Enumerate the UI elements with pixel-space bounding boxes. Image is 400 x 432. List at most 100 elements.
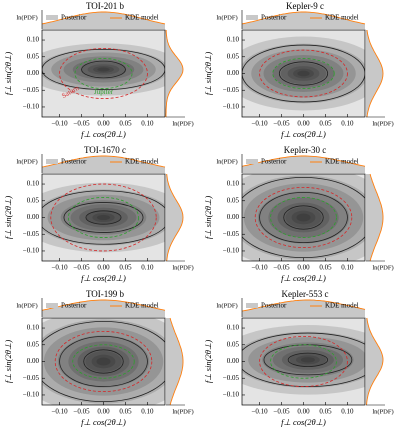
posterior-density xyxy=(243,183,364,252)
right-marginal-label: ln(PDF) xyxy=(172,264,193,271)
posterior-density xyxy=(289,352,327,367)
top-marginal-fill xyxy=(42,300,165,317)
contour xyxy=(259,192,348,243)
right-marginal-fill xyxy=(166,174,183,261)
posterior-density xyxy=(47,194,160,241)
top-marginal-kde xyxy=(41,11,166,25)
panel-title: Kepler-553 c xyxy=(281,289,328,299)
y-tick-label: 0.00 xyxy=(227,213,240,221)
right-marginal-kde xyxy=(369,173,384,262)
posterior-density xyxy=(42,319,165,404)
right-marginal-kde xyxy=(165,30,184,117)
panel: Kepler-30 c −0.10 −0.05 0.00 0.05 0.10 −0.10 −0… xyxy=(203,145,394,283)
top-marginal-label: ln(PDF) xyxy=(16,158,37,165)
top-marginal-label: ln(PDF) xyxy=(216,14,237,21)
legend-posterior-swatch xyxy=(46,159,58,164)
top-marginal-kde xyxy=(241,299,366,312)
y-tick-label: 0.10 xyxy=(27,180,40,188)
x-tick-label: −0.05 xyxy=(73,408,90,416)
right-marginal-kde xyxy=(169,317,184,406)
posterior-density xyxy=(96,214,111,221)
y-tick-label: 0.00 xyxy=(27,357,40,365)
posterior-density xyxy=(277,202,330,233)
legend-label: Posterior xyxy=(61,14,87,22)
right-marginal-kde xyxy=(166,173,184,262)
y-tick-label: −0.10 xyxy=(223,247,240,255)
x-tick-label: 0.00 xyxy=(97,120,110,128)
posterior-density xyxy=(280,62,327,85)
y-tick-label: −0.05 xyxy=(223,230,240,238)
y-tick-label: −0.10 xyxy=(23,103,40,111)
panel-title: TOI-199 b xyxy=(86,289,125,299)
y-tick-label: −0.05 xyxy=(223,374,240,382)
panel-title: TOI-1670 c xyxy=(84,145,126,155)
axes-bg xyxy=(42,174,165,261)
jupiter-ellipse xyxy=(270,344,337,379)
posterior-density xyxy=(60,200,147,235)
posterior-density xyxy=(251,49,356,98)
contour xyxy=(42,49,165,90)
legend-posterior-swatch xyxy=(46,303,58,308)
x-axis-label: f⊥ cos(2θ⊥) xyxy=(81,273,126,283)
right-marginal-fill xyxy=(166,30,183,117)
saturn-ellipse xyxy=(259,336,348,387)
y-tick-label: −0.10 xyxy=(223,391,240,399)
y-tick-label: 0.05 xyxy=(227,340,240,348)
jupiter-ellipse xyxy=(270,197,337,238)
panel-title: TOI-201 b xyxy=(86,1,125,11)
x-axis-label: f⊥ cos(2θ⊥) xyxy=(281,273,326,283)
posterior-density xyxy=(272,59,335,88)
x-tick-label: −0.05 xyxy=(73,264,90,272)
legend-label: Posterior xyxy=(261,302,287,310)
y-tick-label: −0.05 xyxy=(23,230,40,238)
saturn-ellipse xyxy=(59,48,148,99)
legend-label: Posterior xyxy=(61,158,87,166)
legend-posterior-swatch xyxy=(246,303,258,308)
x-tick-label: 0.10 xyxy=(341,120,354,128)
posterior-density xyxy=(242,174,365,261)
x-tick-label: −0.05 xyxy=(73,120,90,128)
saturn-ellipse xyxy=(50,183,157,252)
x-tick-label: −0.05 xyxy=(273,120,290,128)
x-tick-label: −0.10 xyxy=(51,264,68,272)
main-axes xyxy=(42,174,165,261)
x-axis-label: f⊥ cos(2θ⊥) xyxy=(81,129,126,139)
contour xyxy=(63,202,144,233)
y-tick-label: 0.05 xyxy=(27,196,40,204)
posterior-density xyxy=(42,182,165,253)
y-tick-label: 0.10 xyxy=(27,324,40,332)
x-tick-label: 0.00 xyxy=(97,408,110,416)
y-tick-label: 0.00 xyxy=(27,69,40,77)
posterior-density xyxy=(86,210,121,225)
y-tick-label: 0.05 xyxy=(227,52,240,60)
legend-label: KDE model xyxy=(125,302,159,310)
top-marginal-fill xyxy=(242,300,365,317)
contour xyxy=(59,336,148,387)
y-tick-label: −0.10 xyxy=(223,103,240,111)
x-tick-label: 0.00 xyxy=(297,120,310,128)
x-tick-label: −0.10 xyxy=(51,408,68,416)
posterior-density xyxy=(70,204,137,231)
legend-label: KDE model xyxy=(125,158,159,166)
y-tick-label: 0.10 xyxy=(27,36,40,44)
right-marginal-fill xyxy=(166,318,183,405)
posterior-density xyxy=(85,351,122,372)
top-marginal-fill xyxy=(242,12,365,29)
right-marginal-label: ln(PDF) xyxy=(372,408,393,415)
x-tick-label: 0.00 xyxy=(297,408,310,416)
x-tick-label: 0.10 xyxy=(141,120,154,128)
top-marginal-label: ln(PDF) xyxy=(216,158,237,165)
x-tick-label: 0.10 xyxy=(341,264,354,272)
x-axis-label: f⊥ cos(2θ⊥) xyxy=(281,129,326,139)
x-axis-label: f⊥ cos(2θ⊥) xyxy=(81,417,126,427)
posterior-density xyxy=(268,197,339,238)
posterior-density xyxy=(242,43,365,104)
contour xyxy=(263,344,353,376)
posterior-density xyxy=(68,341,139,382)
x-tick-label: −0.05 xyxy=(273,408,290,416)
y-tick-label: −0.05 xyxy=(23,86,40,94)
x-tick-label: 0.10 xyxy=(141,264,154,272)
top-marginal-kde xyxy=(241,11,366,25)
main-axes xyxy=(242,30,365,117)
